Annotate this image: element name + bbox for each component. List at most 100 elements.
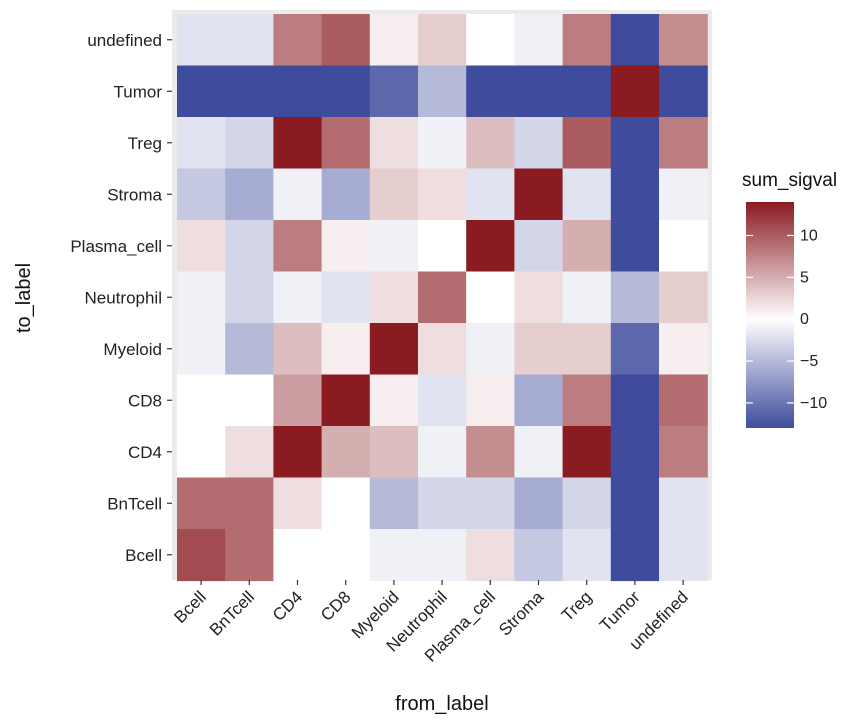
- heatmap-cell-Tumor-Tumor: [610, 65, 660, 118]
- heatmap-cell-Myeloid-Bcell: [177, 323, 226, 376]
- heatmap-cell-Myeloid-undefined: [659, 323, 708, 376]
- heatmap-cell-Treg-Bcell: [177, 117, 226, 170]
- heatmap-cell-Myeloid-Treg: [562, 323, 612, 376]
- heatmap-cell-Tumor-BnTcell: [225, 65, 274, 118]
- heatmap-cell-BnTcell-Treg: [562, 477, 612, 530]
- heatmap-cell-CD8-Neutrophil: [418, 374, 467, 427]
- y-tick-label: Stroma: [107, 185, 162, 204]
- heatmap-cell-CD4-Stroma: [514, 426, 564, 479]
- x-tick-label: Bcell: [170, 587, 209, 626]
- heatmap-cell-Myeloid-Plasma_cell: [466, 323, 515, 376]
- heatmap-cell-Stroma-Treg: [562, 168, 612, 221]
- heatmap-cell-Stroma-CD4: [273, 168, 323, 221]
- heatmap-cell-Neutrophil-undefined: [659, 271, 708, 324]
- x-tick-label: Treg: [558, 587, 596, 625]
- heatmap-cell-Treg-BnTcell: [225, 117, 274, 170]
- heatmap-cell-Tumor-undefined: [659, 65, 708, 118]
- y-tick-label: Neutrophil: [85, 288, 163, 307]
- heatmap-cell-Stroma-Plasma_cell: [466, 168, 515, 221]
- heatmap-cell-undefined-Bcell: [177, 14, 226, 67]
- heatmap-cell-undefined-BnTcell: [225, 14, 274, 67]
- x-tick-label: Stroma: [495, 587, 548, 640]
- heatmap-cell-Neutrophil-Neutrophil: [418, 271, 467, 324]
- heatmap-cell-Bcell-CD8: [321, 529, 371, 582]
- y-tick-label: BnTcell: [107, 494, 162, 513]
- heatmap-cell-Treg-CD8: [321, 117, 371, 170]
- heatmap-cell-Treg-Myeloid: [369, 117, 419, 170]
- heatmap-cell-Neutrophil-Myeloid: [369, 271, 419, 324]
- heatmap-cell-Plasma_cell-Tumor: [610, 220, 660, 273]
- heatmap-cell-CD8-Plasma_cell: [466, 374, 515, 427]
- heatmap-cell-CD4-BnTcell: [225, 426, 274, 479]
- heatmap-cell-CD8-BnTcell: [225, 374, 274, 427]
- heatmap-cell-Plasma_cell-CD8: [321, 220, 371, 273]
- y-tick-label: Tumor: [114, 82, 163, 101]
- heatmap-cell-Plasma_cell-undefined: [659, 220, 708, 273]
- heatmap-cell-Plasma_cell-Stroma: [514, 220, 564, 273]
- heatmap-cell-Neutrophil-Bcell: [177, 271, 226, 324]
- heatmap-cell-Stroma-Bcell: [177, 168, 226, 221]
- heatmap-cell-Plasma_cell-CD4: [273, 220, 323, 273]
- heatmap-cell-Tumor-Stroma: [514, 65, 564, 118]
- legend-ticks: 10 5 0 −5 −10: [746, 227, 827, 412]
- heatmap-cell-BnTcell-Neutrophil: [418, 477, 467, 530]
- heatmap-cell-Stroma-Myeloid: [369, 168, 419, 221]
- heatmap-cell-Plasma_cell-Myeloid: [369, 220, 419, 273]
- y-tick-label: Plasma_cell: [70, 237, 162, 256]
- heatmap-cell-undefined-Stroma: [514, 14, 564, 67]
- heatmap-cell-Bcell-Treg: [562, 529, 612, 582]
- legend-tick-label: 10: [800, 227, 818, 244]
- heatmap-cell-undefined-CD4: [273, 14, 323, 67]
- y-axis-title: to_label: [13, 263, 35, 333]
- heatmap-cell-Treg-Neutrophil: [418, 117, 467, 170]
- heatmap-cell-CD8-CD8: [321, 374, 371, 427]
- y-tick-label: Myeloid: [103, 340, 162, 359]
- heatmap-cell-CD8-CD4: [273, 374, 323, 427]
- x-axis-title: from_label: [395, 693, 488, 715]
- heatmap-cell-BnTcell-Stroma: [514, 477, 564, 530]
- y-tick-label: undefined: [87, 31, 162, 50]
- legend-tick-label: −5: [800, 353, 818, 370]
- legend-title: sum_sigval: [742, 170, 837, 191]
- heatmap-cell-Plasma_cell-Neutrophil: [418, 220, 467, 273]
- heatmap-cell-Tumor-CD4: [273, 65, 323, 118]
- heatmap-cell-Plasma_cell-Bcell: [177, 220, 226, 273]
- heatmap-cell-Neutrophil-CD8: [321, 271, 371, 324]
- y-tick-label: Treg: [128, 134, 162, 153]
- heatmap-cell-Tumor-Treg: [562, 65, 612, 118]
- heatmap-cell-undefined-Neutrophil: [418, 14, 467, 67]
- legend-tick-label: −10: [800, 395, 827, 412]
- heatmap-cell-Tumor-Myeloid: [369, 65, 419, 118]
- y-axis-ticks: undefined Tumor Treg Stroma Plasma_cell Neutr…: [70, 31, 172, 565]
- heatmap-cell-CD4-Treg: [562, 426, 612, 479]
- heatmap-cell-undefined-Myeloid: [369, 14, 419, 67]
- heatmap-cell-CD4-Plasma_cell: [466, 426, 515, 479]
- heatmap-cell-Tumor-Plasma_cell: [466, 65, 515, 118]
- heatmap-cell-Myeloid-BnTcell: [225, 323, 274, 376]
- heatmap-cell-BnTcell-Myeloid: [369, 477, 419, 530]
- heatmap-cell-Bcell-undefined: [659, 529, 708, 582]
- heatmap-cell-CD8-undefined: [659, 374, 708, 427]
- heatmap-cell-Neutrophil-BnTcell: [225, 271, 274, 324]
- heatmap-cell-Neutrophil-Plasma_cell: [466, 271, 515, 324]
- heatmap-cell-Myeloid-CD4: [273, 323, 323, 376]
- heatmap-cell-BnTcell-undefined: [659, 477, 708, 530]
- heatmap-cells: [177, 14, 708, 582]
- heatmap-cell-undefined-CD8: [321, 14, 371, 67]
- heatmap-cell-CD4-Neutrophil: [418, 426, 467, 479]
- heatmap-cell-Plasma_cell-BnTcell: [225, 220, 274, 273]
- x-tick-label: CD4: [269, 587, 306, 624]
- x-tick-label: CD8: [317, 587, 354, 624]
- legend-tick-label: 0: [800, 311, 809, 328]
- heatmap-cell-CD4-Myeloid: [369, 426, 419, 479]
- heatmap-cell-Bcell-Stroma: [514, 529, 564, 582]
- heatmap-cell-CD4-undefined: [659, 426, 708, 479]
- x-tick-label: BnTcell: [206, 587, 258, 639]
- heatmap-cell-Neutrophil-CD4: [273, 271, 323, 324]
- heatmap-cell-Bcell-CD4: [273, 529, 323, 582]
- heatmap-cell-Myeloid-CD8: [321, 323, 371, 376]
- heatmap-cell-undefined-Tumor: [610, 14, 660, 67]
- heatmap-cell-Stroma-CD8: [321, 168, 371, 221]
- heatmap-cell-Stroma-BnTcell: [225, 168, 274, 221]
